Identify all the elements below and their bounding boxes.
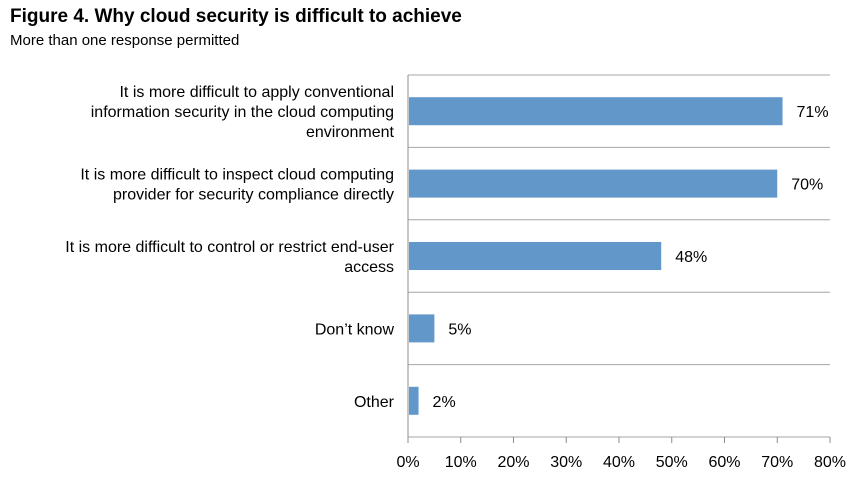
x-tick-label: 50% [656, 454, 688, 471]
x-tick-label: 30% [550, 454, 582, 471]
x-tick-label: 70% [761, 454, 793, 471]
category-label: It is more difficult to apply convention… [91, 84, 395, 141]
bar [409, 97, 783, 126]
x-tick-label: 80% [814, 454, 846, 471]
chart-title: Figure 4. Why cloud security is difficul… [10, 6, 462, 27]
data-label: 71% [797, 104, 829, 121]
chart-subtitle: More than one response permitted [10, 32, 240, 49]
category-label: Other [354, 394, 395, 411]
x-tick-label: 0% [396, 454, 419, 471]
x-tick-label: 10% [445, 454, 477, 471]
x-tick-label: 20% [497, 454, 529, 471]
data-label: 5% [448, 321, 471, 338]
category-label: It is more difficult to control or restr… [65, 239, 394, 276]
category-label: Don’t know [315, 321, 395, 338]
bar [409, 169, 778, 198]
data-label: 48% [675, 249, 707, 266]
x-tick-label: 40% [603, 454, 635, 471]
bar [409, 242, 662, 270]
data-label: 2% [433, 394, 456, 411]
bar [409, 314, 435, 343]
x-tick-label: 60% [708, 454, 740, 471]
category-label: It is more difficult to inspect cloud co… [80, 167, 394, 204]
data-label: 70% [791, 177, 823, 194]
bar [409, 386, 419, 415]
